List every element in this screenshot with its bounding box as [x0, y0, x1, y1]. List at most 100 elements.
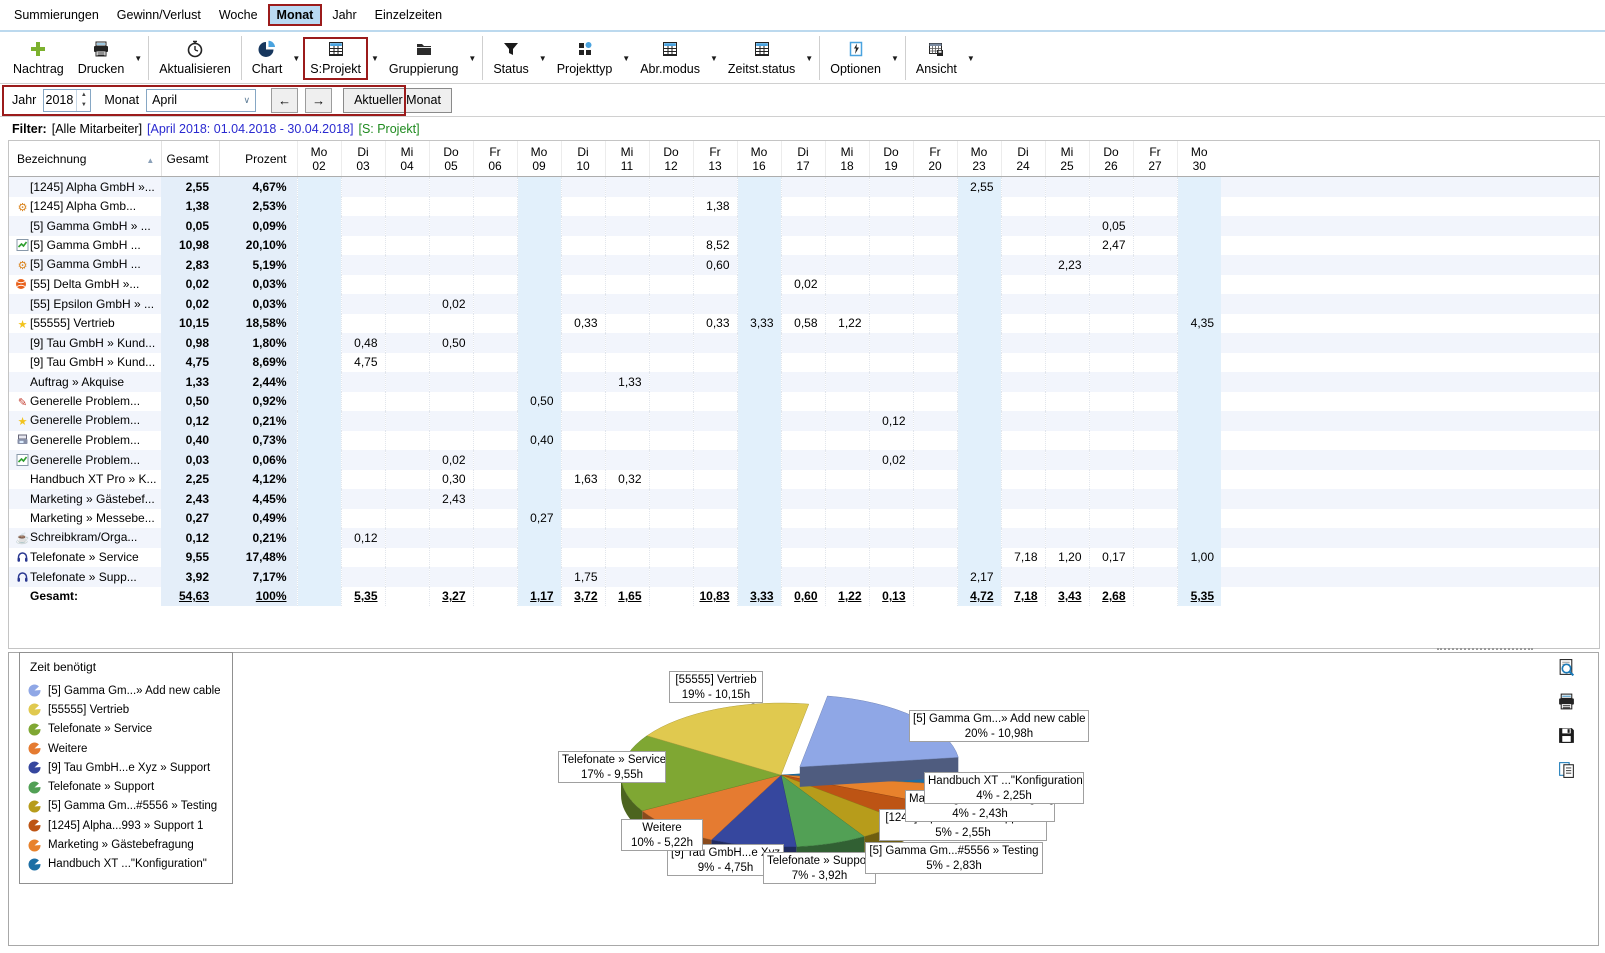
save-icon[interactable]	[1557, 726, 1576, 748]
menu-gewinn-verlust[interactable]: Gewinn/Verlust	[116, 8, 201, 22]
column-header-day[interactable]: Di 17	[780, 141, 825, 177]
column-header-day[interactable]: Do 19	[868, 141, 913, 177]
column-header-day[interactable]: Mo 23	[956, 141, 1001, 177]
splitter-handle[interactable]	[1437, 648, 1533, 653]
legend-item[interactable]: Marketing » Gästebefragung	[28, 835, 226, 854]
menu-monat-active[interactable]: Monat	[267, 4, 323, 26]
day-cell	[1000, 352, 1045, 372]
table-row[interactable]: [9] Tau GmbH » Kund... 0,98 1,80% 0,48 0,50	[9, 333, 1599, 353]
s-projekt-dropdown-icon[interactable]: ▼	[371, 53, 379, 63]
column-header-day[interactable]: Mo 02	[296, 141, 341, 177]
projekttyp-dropdown-icon[interactable]: ▼	[622, 53, 631, 63]
legend-item[interactable]: [1245] Alpha...993 » Support 1	[28, 816, 226, 835]
menu-jahr[interactable]: Jahr	[332, 8, 357, 22]
table-row[interactable]: ✎ Generelle Problem... 0,50 0,92% 0,50	[9, 391, 1599, 411]
column-header-day[interactable]: Di 10	[560, 141, 605, 177]
projekttyp-button[interactable]: Projekttyp	[550, 37, 620, 80]
aktualisieren-button[interactable]: Aktualisieren	[152, 37, 238, 80]
column-header-day[interactable]: Mo 09	[516, 141, 561, 177]
ansicht-dropdown-icon[interactable]: ▼	[966, 53, 975, 63]
column-header-day[interactable]: Mi 04	[384, 141, 429, 177]
print-icon[interactable]	[1557, 692, 1576, 714]
column-header-day[interactable]: Mi 11	[604, 141, 649, 177]
table-row[interactable]: Generelle Problem... 0,03 0,06% 0,02 0,02	[9, 450, 1599, 470]
column-header-day[interactable]: Do 12	[648, 141, 693, 177]
table-row[interactable]: ⚙ [1245] Alpha Gmb... 1,38 2,53% 1,38	[9, 196, 1599, 216]
spinner-up-icon[interactable]: ▲	[80, 91, 87, 98]
table-row[interactable]: [9] Tau GmbH » Kund... 4,75 8,69% 4,75	[9, 352, 1599, 372]
table-row[interactable]: [55] Epsilon GmbH » ... 0,02 0,03% 0,02	[9, 294, 1599, 314]
column-header-day[interactable]: Do 05	[428, 141, 473, 177]
drucken-dropdown-icon[interactable]: ▼	[134, 53, 143, 63]
preview-icon[interactable]	[1557, 658, 1576, 680]
column-header-bezeichnung[interactable]: Bezeichnung ▲	[9, 141, 161, 177]
optionen-dropdown-icon[interactable]: ▼	[890, 53, 899, 63]
column-header-day[interactable]: Do 26	[1088, 141, 1133, 177]
column-header-day[interactable]: Fr 13	[692, 141, 737, 177]
table-row[interactable]: ☕Schreibkram/Orga... 0,12 0,21% 0,12	[9, 528, 1599, 548]
table-row[interactable]: ⚙ [5] Gamma GmbH ... 2,83 5,19% 0,60 2,23	[9, 255, 1599, 275]
table-row[interactable]: Marketing » Messebe... 0,27 0,49% 0,27	[9, 508, 1599, 528]
column-header-day[interactable]: Mi 25	[1044, 141, 1089, 177]
table-row[interactable]: Auftrag » Akquise 1,33 2,44% 1,33	[9, 372, 1599, 392]
table-row[interactable]: [5] Gamma GmbH ... 10,98 20,10% 8,52 2,47	[9, 235, 1599, 255]
table-row[interactable]: ★ Generelle Problem... 0,12 0,21% 0,12	[9, 411, 1599, 431]
table-row[interactable]: Marketing » Gästebef... 2,43 4,45% 2,43	[9, 489, 1599, 509]
column-header-prozent[interactable]: Prozent	[218, 141, 297, 177]
abrmodus-button[interactable]: Abr.modus	[633, 37, 707, 80]
column-header-day[interactable]: Fr 20	[912, 141, 957, 177]
optionen-button[interactable]: Optionen	[823, 37, 888, 80]
table-row[interactable]: ★ [55555] Vertrieb 10,15 18,58% 0,33 0,33 3,33…	[9, 313, 1599, 333]
drucken-button[interactable]: Drucken	[71, 37, 132, 80]
legend-item[interactable]: [5] Gamma Gm...#5556 » Testing	[28, 797, 226, 816]
column-header-day[interactable]: Fr 27	[1132, 141, 1177, 177]
s-projekt-button[interactable]: S:Projekt	[303, 36, 368, 80]
nachtrag-button[interactable]: Nachtrag	[6, 37, 71, 80]
status-button[interactable]: Status	[486, 37, 535, 80]
column-header-day[interactable]: Mo 30	[1176, 141, 1221, 177]
table-row[interactable]: [1245] Alpha GmbH »... 2,55 4,67% 2,55	[9, 176, 1599, 197]
ansicht-button[interactable]: Ansicht	[909, 37, 964, 80]
current-month-button[interactable]: Aktueller Monat	[343, 87, 452, 113]
legend-item[interactable]: Telefonate » Support	[28, 777, 226, 796]
year-spinner[interactable]: 2018 ▲ ▼	[43, 88, 92, 112]
legend-item[interactable]: Weitere	[28, 739, 226, 758]
legend-item[interactable]: Handbuch XT ..."Konfiguration"	[28, 855, 226, 874]
menu-einzelzeiten[interactable]: Einzelzeiten	[374, 8, 443, 22]
table-row[interactable]: [5] Gamma GmbH » ... 0,05 0,09% 0,05	[9, 216, 1599, 236]
column-header-day[interactable]: Di 24	[1000, 141, 1045, 177]
legend-item[interactable]: [55555] Vertrieb	[28, 700, 226, 719]
row-prozent: 2,44%	[219, 372, 297, 392]
column-header-day[interactable]: Di 03	[340, 141, 385, 177]
table-row[interactable]: Handbuch XT Pro » K... 2,25 4,12% 0,30 1,63 0…	[9, 469, 1599, 489]
zeitststatus-button[interactable]: Zeitst.status	[721, 37, 802, 80]
table-row[interactable]: [55] Delta GmbH »... 0,02 0,03% 0,02	[9, 274, 1599, 294]
table-row[interactable]: Telefonate » Service 9,55 17,48% 7,18 1,20 0,…	[9, 547, 1599, 567]
spinner-arrows[interactable]: ▲ ▼	[76, 89, 90, 111]
table-row[interactable]: Telefonate » Supp... 3,92 7,17% 1,75 2,17	[9, 567, 1599, 587]
abrmodus-dropdown-icon[interactable]: ▼	[709, 53, 718, 63]
chart-dropdown-icon[interactable]: ▼	[292, 53, 301, 63]
gruppierung-button[interactable]: Gruppierung	[382, 37, 466, 80]
column-header-day[interactable]: Mo 16	[736, 141, 781, 177]
gruppierung-dropdown-icon[interactable]: ▼	[468, 53, 477, 63]
menu-summierungen[interactable]: Summierungen	[14, 8, 99, 22]
day-cell	[956, 450, 1001, 470]
column-header-gesamt[interactable]: Gesamt	[160, 141, 219, 177]
menu-woche[interactable]: Woche	[218, 8, 258, 22]
legend-item[interactable]: [9] Tau GmbH...e Xyz » Support	[28, 758, 226, 777]
copy-icon[interactable]	[1557, 760, 1576, 782]
chart-button[interactable]: Chart	[245, 37, 290, 80]
legend-item[interactable]: [5] Gamma Gm...» Add new cable	[28, 681, 226, 700]
zeitststatus-dropdown-icon[interactable]: ▼	[805, 53, 814, 63]
month-select[interactable]: April ∨	[146, 88, 257, 112]
next-month-button[interactable]: →	[305, 87, 333, 113]
status-dropdown-icon[interactable]: ▼	[538, 53, 547, 63]
column-header-day[interactable]: Fr 06	[472, 141, 517, 177]
previous-month-button[interactable]: ←	[271, 87, 299, 113]
spinner-down-icon[interactable]: ▼	[80, 102, 87, 109]
table-row[interactable]: Generelle Problem... 0,40 0,73% 0,40	[9, 430, 1599, 450]
legend-item[interactable]: Telefonate » Service	[28, 720, 226, 739]
day-cell	[296, 352, 341, 372]
column-header-day[interactable]: Mi 18	[824, 141, 869, 177]
